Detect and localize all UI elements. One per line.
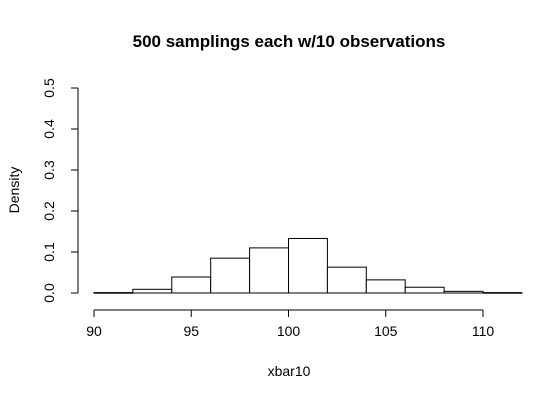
histogram-bar-7: [365, 279, 406, 294]
x-tick-label-1: 95: [183, 323, 199, 339]
histogram-bar-1: [132, 288, 173, 294]
y-tick-label-1: 0.1: [41, 242, 57, 262]
histogram-bar-9: [443, 290, 484, 294]
y-axis: 0.0 0.1 0.2 0.3 0.4 0.5: [41, 78, 79, 303]
histogram-bar-6: [326, 266, 367, 294]
histogram-bar-4: [249, 247, 290, 294]
histogram-bar-3: [210, 257, 251, 294]
x-tick-label-0: 90: [86, 323, 102, 339]
x-tick-label-3: 105: [374, 323, 398, 339]
y-tick-label-5: 0.5: [41, 78, 57, 98]
x-axis-label: xbar10: [268, 363, 311, 379]
y-tick-label-4: 0.4: [41, 119, 57, 139]
histogram-bars: [93, 237, 523, 294]
x-axis: 90 95 100 105 110: [86, 309, 495, 339]
histogram-bar-0: [93, 292, 134, 294]
y-tick-label-3: 0.3: [41, 160, 57, 180]
histogram-bar-5: [288, 237, 328, 294]
histogram-bar-10: [482, 292, 523, 294]
x-tick-label-2: 100: [277, 323, 301, 339]
chart-title: 500 samplings each w/10 observations: [133, 32, 446, 51]
y-tick-label-2: 0.2: [41, 201, 57, 221]
x-tick-label-4: 110: [472, 323, 495, 339]
histogram-bar-2: [171, 276, 212, 294]
y-tick-label-0: 0.0: [41, 283, 57, 303]
y-axis-label: Density: [6, 167, 22, 214]
histogram-bar-8: [404, 286, 445, 294]
